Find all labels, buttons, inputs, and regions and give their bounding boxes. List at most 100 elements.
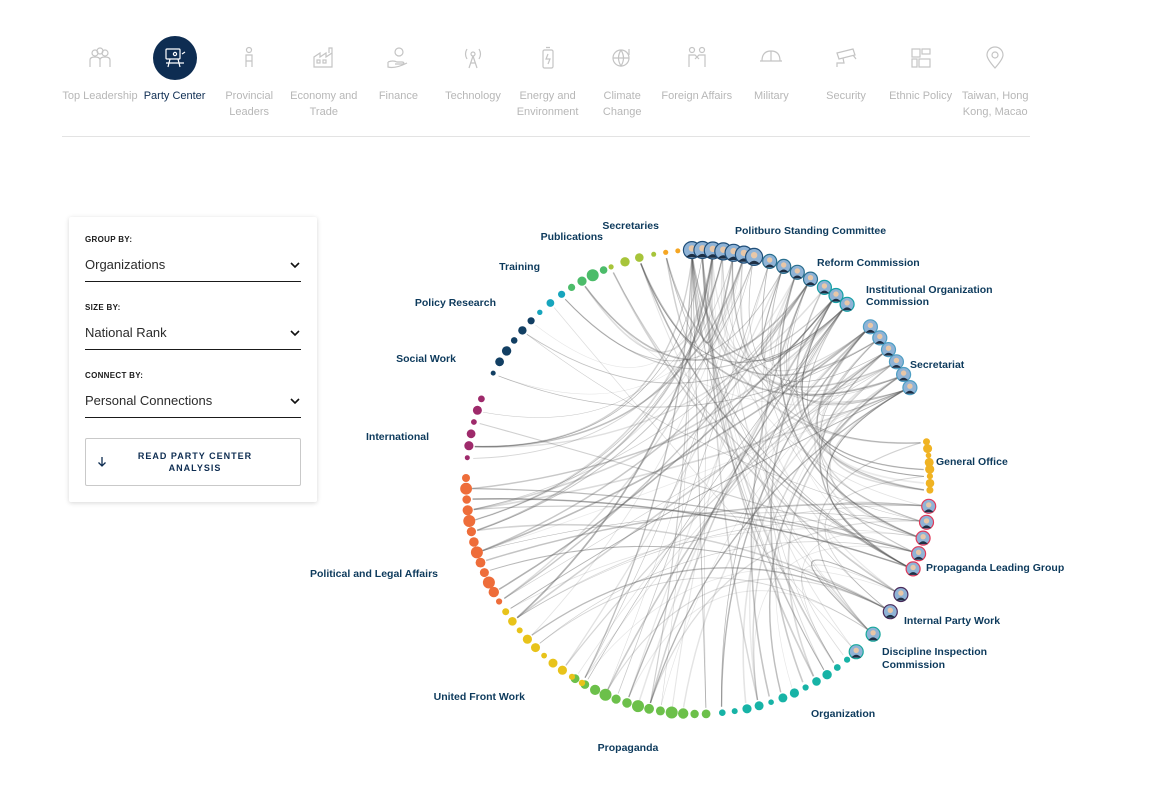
read-analysis-button[interactable]: READ PARTY CENTER ANALYSIS — [85, 438, 301, 486]
person-node[interactable] — [690, 709, 699, 719]
person-node[interactable] — [488, 586, 499, 598]
person-node[interactable] — [501, 346, 512, 356]
person-node[interactable] — [844, 656, 851, 663]
person-node[interactable] — [462, 495, 472, 504]
person-node[interactable] — [655, 706, 665, 716]
person-node[interactable] — [768, 699, 774, 705]
person-node[interactable] — [463, 515, 476, 527]
person-photo-node[interactable] — [839, 296, 855, 312]
nav-item-foreign-affairs[interactable]: Foreign Affairs — [659, 36, 735, 104]
person-node[interactable] — [518, 326, 527, 335]
person-node[interactable] — [522, 634, 533, 644]
group-label[interactable]: Discipline Inspection Commission — [882, 646, 987, 671]
person-photo-node[interactable] — [872, 330, 888, 346]
person-node[interactable] — [568, 283, 576, 291]
person-node[interactable] — [586, 269, 599, 282]
person-photo-node[interactable] — [865, 626, 881, 642]
person-node[interactable] — [778, 693, 788, 703]
nav-item-technology[interactable]: Technology — [435, 36, 511, 104]
person-photo-node[interactable] — [848, 644, 864, 660]
person-node[interactable] — [510, 337, 518, 344]
person-node[interactable] — [620, 257, 630, 267]
person-node[interactable] — [558, 290, 566, 298]
person-node[interactable] — [675, 248, 681, 254]
person-node[interactable] — [546, 299, 555, 307]
person-photo-node[interactable] — [762, 253, 778, 269]
person-photo-node[interactable] — [816, 279, 833, 295]
nav-item-party-center[interactable]: Party Center — [137, 36, 213, 104]
person-photo-node[interactable] — [918, 514, 935, 530]
person-node[interactable] — [496, 598, 503, 605]
person-node[interactable] — [925, 464, 935, 474]
nav-item-taiwan-hk-macao[interactable]: Taiwan, Hong Kong, Macao — [957, 36, 1033, 120]
nav-item-top-leadership[interactable]: Top Leadership — [62, 36, 138, 104]
nav-item-finance[interactable]: Finance — [360, 36, 436, 104]
nav-item-climate-change[interactable]: Climate Change — [584, 36, 660, 120]
person-photo-node[interactable] — [921, 498, 937, 514]
person-node[interactable] — [475, 557, 486, 568]
person-node[interactable] — [924, 457, 934, 467]
person-node[interactable] — [508, 617, 517, 626]
person-photo-node[interactable] — [776, 258, 792, 274]
group-label[interactable]: Publications — [541, 231, 604, 243]
person-node[interactable] — [701, 709, 711, 719]
nav-item-ethnic-policy[interactable]: Ethnic Policy — [883, 36, 959, 104]
person-node[interactable] — [577, 276, 587, 286]
person-photo-node[interactable] — [902, 380, 918, 396]
person-node[interactable] — [531, 643, 540, 653]
person-photo-node[interactable] — [789, 264, 805, 280]
person-node[interactable] — [548, 658, 558, 668]
person-node[interactable] — [742, 704, 752, 714]
person-photo-node[interactable] — [888, 354, 905, 370]
person-node[interactable] — [833, 664, 841, 671]
person-node[interactable] — [466, 429, 476, 439]
person-node[interactable] — [802, 684, 809, 691]
nav-item-economy-trade[interactable]: Economy and Trade — [286, 36, 362, 120]
person-node[interactable] — [541, 652, 547, 659]
person-node[interactable] — [557, 665, 568, 675]
person-node[interactable] — [516, 627, 523, 634]
person-node[interactable] — [482, 576, 495, 589]
person-node[interactable] — [495, 357, 504, 367]
person-node[interactable] — [719, 709, 726, 716]
person-node[interactable] — [822, 670, 832, 680]
nav-item-security[interactable]: Security — [808, 36, 884, 104]
person-node[interactable] — [466, 527, 476, 537]
nav-item-energy-environment[interactable]: Energy and Environment — [510, 36, 586, 120]
person-node[interactable] — [608, 264, 614, 270]
group-label[interactable]: Politburo Standing Committee — [735, 225, 886, 237]
group-label[interactable]: General Office — [936, 456, 1008, 468]
person-node[interactable] — [472, 405, 482, 415]
person-node[interactable] — [590, 684, 601, 696]
person-node[interactable] — [471, 419, 477, 425]
person-node[interactable] — [923, 438, 930, 446]
person-node[interactable] — [470, 546, 483, 559]
group-label[interactable]: United Front Work — [434, 691, 526, 703]
person-node[interactable] — [812, 677, 821, 686]
person-node[interactable] — [479, 568, 489, 578]
group-by-select[interactable]: Organizations — [85, 252, 301, 282]
person-node[interactable] — [663, 249, 669, 255]
person-node[interactable] — [925, 452, 932, 459]
person-node[interactable] — [632, 700, 644, 713]
group-label[interactable]: Propaganda Leading Group — [926, 562, 1064, 574]
person-photo-node[interactable] — [905, 561, 921, 577]
person-photo-node[interactable] — [744, 247, 764, 266]
person-photo-node[interactable] — [915, 530, 931, 546]
group-label[interactable]: Organization — [811, 708, 875, 720]
group-label[interactable]: Internal Party Work — [904, 615, 1000, 627]
person-node[interactable] — [789, 688, 800, 698]
person-node[interactable] — [926, 473, 934, 480]
person-node[interactable] — [925, 478, 935, 488]
person-photo-node[interactable] — [828, 287, 844, 304]
person-node[interactable] — [611, 694, 621, 704]
person-node[interactable] — [599, 266, 608, 274]
person-photo-node[interactable] — [880, 342, 897, 358]
person-node[interactable] — [527, 317, 535, 325]
size-by-select[interactable]: National Rank — [85, 320, 301, 350]
nav-item-military[interactable]: Military — [733, 36, 809, 104]
person-photo-node[interactable] — [895, 366, 912, 383]
person-node[interactable] — [678, 708, 689, 719]
person-node[interactable] — [644, 703, 654, 714]
person-node[interactable] — [635, 253, 644, 262]
